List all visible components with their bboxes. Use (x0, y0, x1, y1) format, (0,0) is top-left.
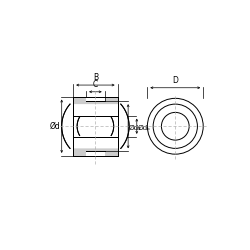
Text: C: C (93, 80, 98, 89)
Text: Ød₁: Ød₁ (129, 125, 142, 131)
Polygon shape (77, 117, 114, 136)
Text: B: B (93, 73, 98, 82)
Text: D: D (172, 76, 178, 85)
Polygon shape (62, 104, 129, 148)
Bar (86, 96, 105, 101)
Text: Ød: Ød (50, 122, 61, 131)
Bar (73, 96, 118, 156)
Text: Ødₖ: Ødₖ (138, 125, 151, 131)
Bar (73, 96, 118, 156)
Bar (70, 116, 122, 137)
Bar (86, 151, 105, 156)
